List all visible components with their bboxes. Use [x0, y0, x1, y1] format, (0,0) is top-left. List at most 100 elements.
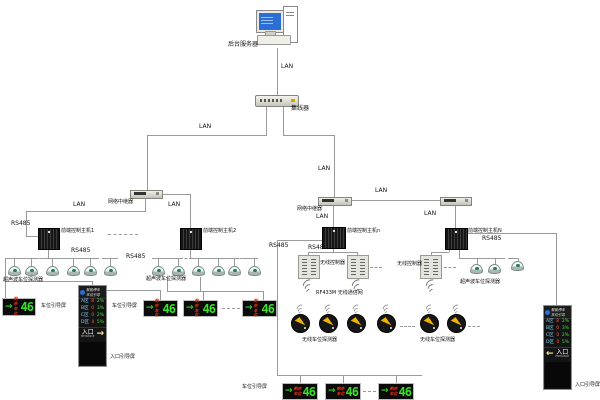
- connector-line: [160, 290, 161, 300]
- arrow-icon: →: [285, 386, 293, 396]
- lan-label: LAN: [73, 201, 86, 208]
- wireless-detector-icon: [319, 314, 338, 333]
- connector-line: [333, 247, 334, 252]
- display-count: 46: [302, 384, 316, 399]
- repeater-label: 网络中继器: [108, 199, 134, 205]
- guidance-display: → 剩余 车位 46: [183, 298, 218, 318]
- py-pct: 5%: [561, 340, 569, 346]
- device-detail: [13, 269, 17, 272]
- pylon-entrance-row: 入口 ENTRANCE →: [79, 327, 106, 341]
- wireless-detector-icon: [420, 314, 439, 333]
- connector-line: [167, 291, 263, 292]
- device-detail: [291, 99, 295, 102]
- rs485-label: RS485: [126, 253, 146, 260]
- connector-line: [396, 375, 397, 383]
- pylon-brand: 车位引导: [551, 312, 565, 317]
- device-detail: [177, 269, 181, 272]
- device-detail: [156, 192, 159, 195]
- py-pct: 5%: [96, 320, 104, 326]
- display-red-text: 车位: [389, 390, 398, 396]
- ultrasonic-detector-icon: [172, 266, 185, 276]
- connector-line: [198, 258, 199, 266]
- connector-line: [107, 290, 160, 291]
- connector-line: [5, 258, 6, 298]
- pylon-entrance-row: 入口 ENTRANCE ←: [544, 347, 571, 361]
- connector-line: [431, 252, 432, 256]
- host3-label: 前端控制主机n: [347, 228, 381, 234]
- connector-line: [145, 197, 146, 211]
- entrance-subtext: ENTRANCE: [80, 335, 95, 339]
- dashed-connector-line: [36, 258, 46, 259]
- connector-line: [147, 135, 148, 191]
- ultrasonic-detector-icon: [192, 266, 205, 276]
- connector-line: [158, 258, 159, 266]
- dashed-connector-line: [108, 234, 138, 235]
- connector-line: [449, 248, 450, 252]
- arrow-icon: →: [146, 303, 154, 313]
- pylon-header: 智能停车 车位引导: [544, 306, 571, 319]
- server-label: 后台服务器: [228, 41, 259, 48]
- py-zone: D区: [546, 340, 554, 346]
- pylon-footer: [545, 362, 570, 388]
- arrow-icon: →: [381, 386, 389, 396]
- pylon-logo-icon: [80, 290, 85, 295]
- ultrasonic-label: 超声波车位探测器: [146, 276, 187, 282]
- wireless-detector-icon: [347, 314, 366, 333]
- arrow-icon: →: [328, 386, 336, 396]
- connector-line: [46, 258, 96, 259]
- network-repeater-icon: [440, 197, 472, 206]
- server-monitor-icon: [256, 10, 284, 33]
- connector-line: [31, 258, 32, 266]
- connector-line: [431, 252, 449, 253]
- dashed-connector-line: [444, 267, 456, 268]
- py-pct: 2%: [561, 319, 569, 325]
- connector-line: [73, 258, 74, 266]
- device-detail: [217, 269, 221, 272]
- ultrasonic-detector-icon: [8, 266, 21, 276]
- rs485-label: RS485: [269, 242, 289, 249]
- connector-line: [200, 277, 201, 291]
- entrance-screen-label: 入口引导屏: [110, 354, 136, 360]
- connector-line: [343, 375, 344, 383]
- dashed-connector-line: [180, 258, 192, 259]
- connector-line: [283, 135, 335, 136]
- connector-line: [203, 291, 204, 300]
- py-pct: 3%: [561, 326, 569, 332]
- space-screen-label: 车位引导屏: [112, 303, 138, 309]
- connector-line: [459, 258, 502, 259]
- entrance-subtext: ENTRANCE: [555, 355, 570, 359]
- pylon-logo-icon: [545, 310, 550, 315]
- wireless-controller-icon: [347, 255, 369, 279]
- py-zone: A区: [546, 319, 554, 325]
- device-detail: [157, 269, 161, 272]
- py-val: 0: [91, 313, 95, 319]
- connector-line: [518, 258, 519, 263]
- repeater-label: 网络中继器: [297, 206, 323, 212]
- device-detail: [332, 230, 335, 232]
- txt: 入口 ENTRANCE: [81, 330, 95, 339]
- device-detail: [433, 327, 435, 329]
- d-red: 剩余 车位: [195, 298, 202, 318]
- dashed-connector-line: [363, 391, 376, 392]
- dashed-connector-line: [236, 258, 246, 259]
- connector-line: [556, 233, 557, 305]
- pylon-brand: 智能停车: [551, 308, 565, 313]
- pylon-zone-row: D区 0 5%: [544, 340, 571, 347]
- wireless-detector-icon: [377, 314, 396, 333]
- ultrasonic-detector-icon: [228, 266, 241, 276]
- dashed-connector-line: [96, 258, 105, 259]
- display-count: 46: [20, 300, 34, 314]
- host2-label: 前端控制主机2: [203, 228, 237, 234]
- device-detail: [322, 199, 334, 202]
- connector-line: [308, 252, 309, 256]
- connector-line: [277, 48, 278, 95]
- guidance-display: → 剩余 车位 46: [242, 298, 277, 317]
- ultrasonic-detector-icon: [212, 266, 225, 276]
- entrance-guidance-pylon: 智能停车 车位引导 A区 8 2% B区 0 3% C区 0 2% D区 0 5% 入口 ENTRA…: [543, 305, 572, 390]
- guidance-display: → 剩余 车位 46: [282, 383, 318, 400]
- device-detail: [190, 231, 192, 233]
- connector-line: [263, 291, 264, 300]
- ultrasonic-detector-icon: [25, 266, 38, 276]
- ultrasonic-label: 超声波车位探测器: [460, 279, 501, 285]
- connector-line: [26, 211, 27, 236]
